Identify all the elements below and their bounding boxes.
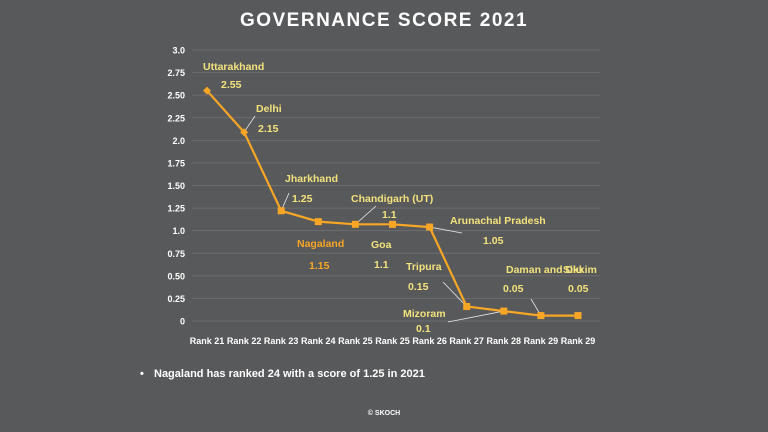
y-tick-label: 1.75 bbox=[167, 158, 185, 168]
data-label-value: 0.05 bbox=[503, 283, 524, 295]
data-label-value: 0.05 bbox=[568, 283, 589, 295]
data-markers bbox=[203, 86, 582, 320]
data-label-value: 1.25 bbox=[292, 193, 313, 205]
data-label-value: 0.1 bbox=[416, 323, 431, 335]
x-tick-label: Rank 24 bbox=[301, 336, 336, 346]
y-tick-label: 1.25 bbox=[167, 204, 185, 214]
data-label-name: Chandigarh (UT) bbox=[351, 193, 433, 205]
data-label-value: 1.15 bbox=[309, 260, 330, 272]
data-label-value: 1.1 bbox=[382, 209, 397, 221]
leader-line bbox=[429, 226, 463, 234]
gridlines bbox=[192, 49, 600, 322]
copyright-credit: © SKOCH bbox=[367, 410, 401, 417]
data-point bbox=[537, 312, 545, 320]
leader-line bbox=[442, 281, 467, 307]
y-tick-label: 2.0 bbox=[172, 136, 185, 146]
x-axis-ticks: Rank 21 Rank 22 Rank 23 Rank 24 Rank 25 Rank … bbox=[190, 336, 596, 346]
data-labels: Uttarakhand 2.55 Delhi 2.15 Jharkhand 1.25 Nag… bbox=[203, 61, 597, 335]
data-label-value: 2.15 bbox=[258, 123, 279, 135]
data-label-name: Delhi bbox=[256, 103, 282, 115]
bullet-dot: • bbox=[140, 368, 144, 380]
data-label-name: Goa bbox=[371, 239, 392, 251]
data-point bbox=[277, 207, 285, 215]
data-label-name: Tripura bbox=[406, 261, 442, 273]
data-point bbox=[203, 86, 211, 95]
data-point bbox=[463, 303, 471, 311]
y-axis-ticks: 0 0.25 0.50 0.75 1.0 1.25 1.50 1.75 2.0 2.25 2.50 2… bbox=[167, 46, 185, 327]
y-tick-label: 0.25 bbox=[167, 294, 185, 304]
x-tick-label: Rank 25 bbox=[375, 336, 410, 346]
data-label-name: Uttarakhand bbox=[203, 61, 264, 73]
y-tick-label: 0.75 bbox=[167, 249, 185, 259]
data-point bbox=[240, 128, 249, 137]
data-point bbox=[314, 218, 322, 226]
x-tick-label: Rank 21 bbox=[190, 336, 225, 346]
data-label-value: 1.05 bbox=[483, 235, 504, 247]
data-point bbox=[351, 220, 359, 228]
x-tick-label: Rank 28 bbox=[487, 336, 522, 346]
data-label-name: Arunachal Pradesh bbox=[450, 215, 546, 227]
data-point bbox=[426, 223, 434, 231]
y-tick-label: 0.50 bbox=[167, 271, 185, 281]
x-tick-label: Rank 27 bbox=[449, 336, 484, 346]
x-tick-label: Rank 22 bbox=[227, 336, 262, 346]
leader-line bbox=[243, 115, 256, 133]
x-tick-label: Rank 23 bbox=[264, 336, 299, 346]
data-label-name: Daman and Diu bbox=[506, 264, 582, 276]
data-point bbox=[389, 220, 396, 228]
chart-title: GOVERNANCE SCORE 2021 bbox=[239, 10, 529, 31]
y-tick-label: 3.0 bbox=[172, 46, 185, 56]
x-tick-label: Rank 26 bbox=[412, 336, 447, 346]
data-label-name: Sikkim bbox=[563, 264, 597, 276]
data-label-value: 0.15 bbox=[408, 281, 429, 293]
data-label-value: 2.55 bbox=[221, 79, 242, 91]
note-text: Nagaland has ranked 24 with a score of 1… bbox=[154, 368, 425, 380]
y-tick-label: 1.50 bbox=[167, 181, 185, 191]
y-tick-label: 0 bbox=[180, 317, 185, 327]
data-point bbox=[500, 307, 508, 315]
y-tick-label: 2.75 bbox=[167, 68, 185, 78]
y-tick-label: 1.0 bbox=[172, 226, 185, 236]
y-tick-label: 2.25 bbox=[167, 113, 185, 123]
x-tick-label: Rank 29 bbox=[524, 336, 559, 346]
data-label-name: Jharkhand bbox=[285, 173, 338, 185]
x-tick-label: Rank 29 bbox=[561, 336, 596, 346]
note-bullet: • Nagaland has ranked 24 with a score of … bbox=[140, 368, 425, 380]
leader-line bbox=[447, 310, 504, 323]
data-point bbox=[574, 312, 582, 320]
data-label-name: Mizoram bbox=[403, 308, 446, 320]
x-tick-label: Rank 25 bbox=[338, 336, 373, 346]
y-tick-label: 2.50 bbox=[167, 91, 185, 101]
data-label-value: 1.1 bbox=[374, 259, 389, 271]
data-label-name: Nagaland bbox=[297, 238, 344, 250]
